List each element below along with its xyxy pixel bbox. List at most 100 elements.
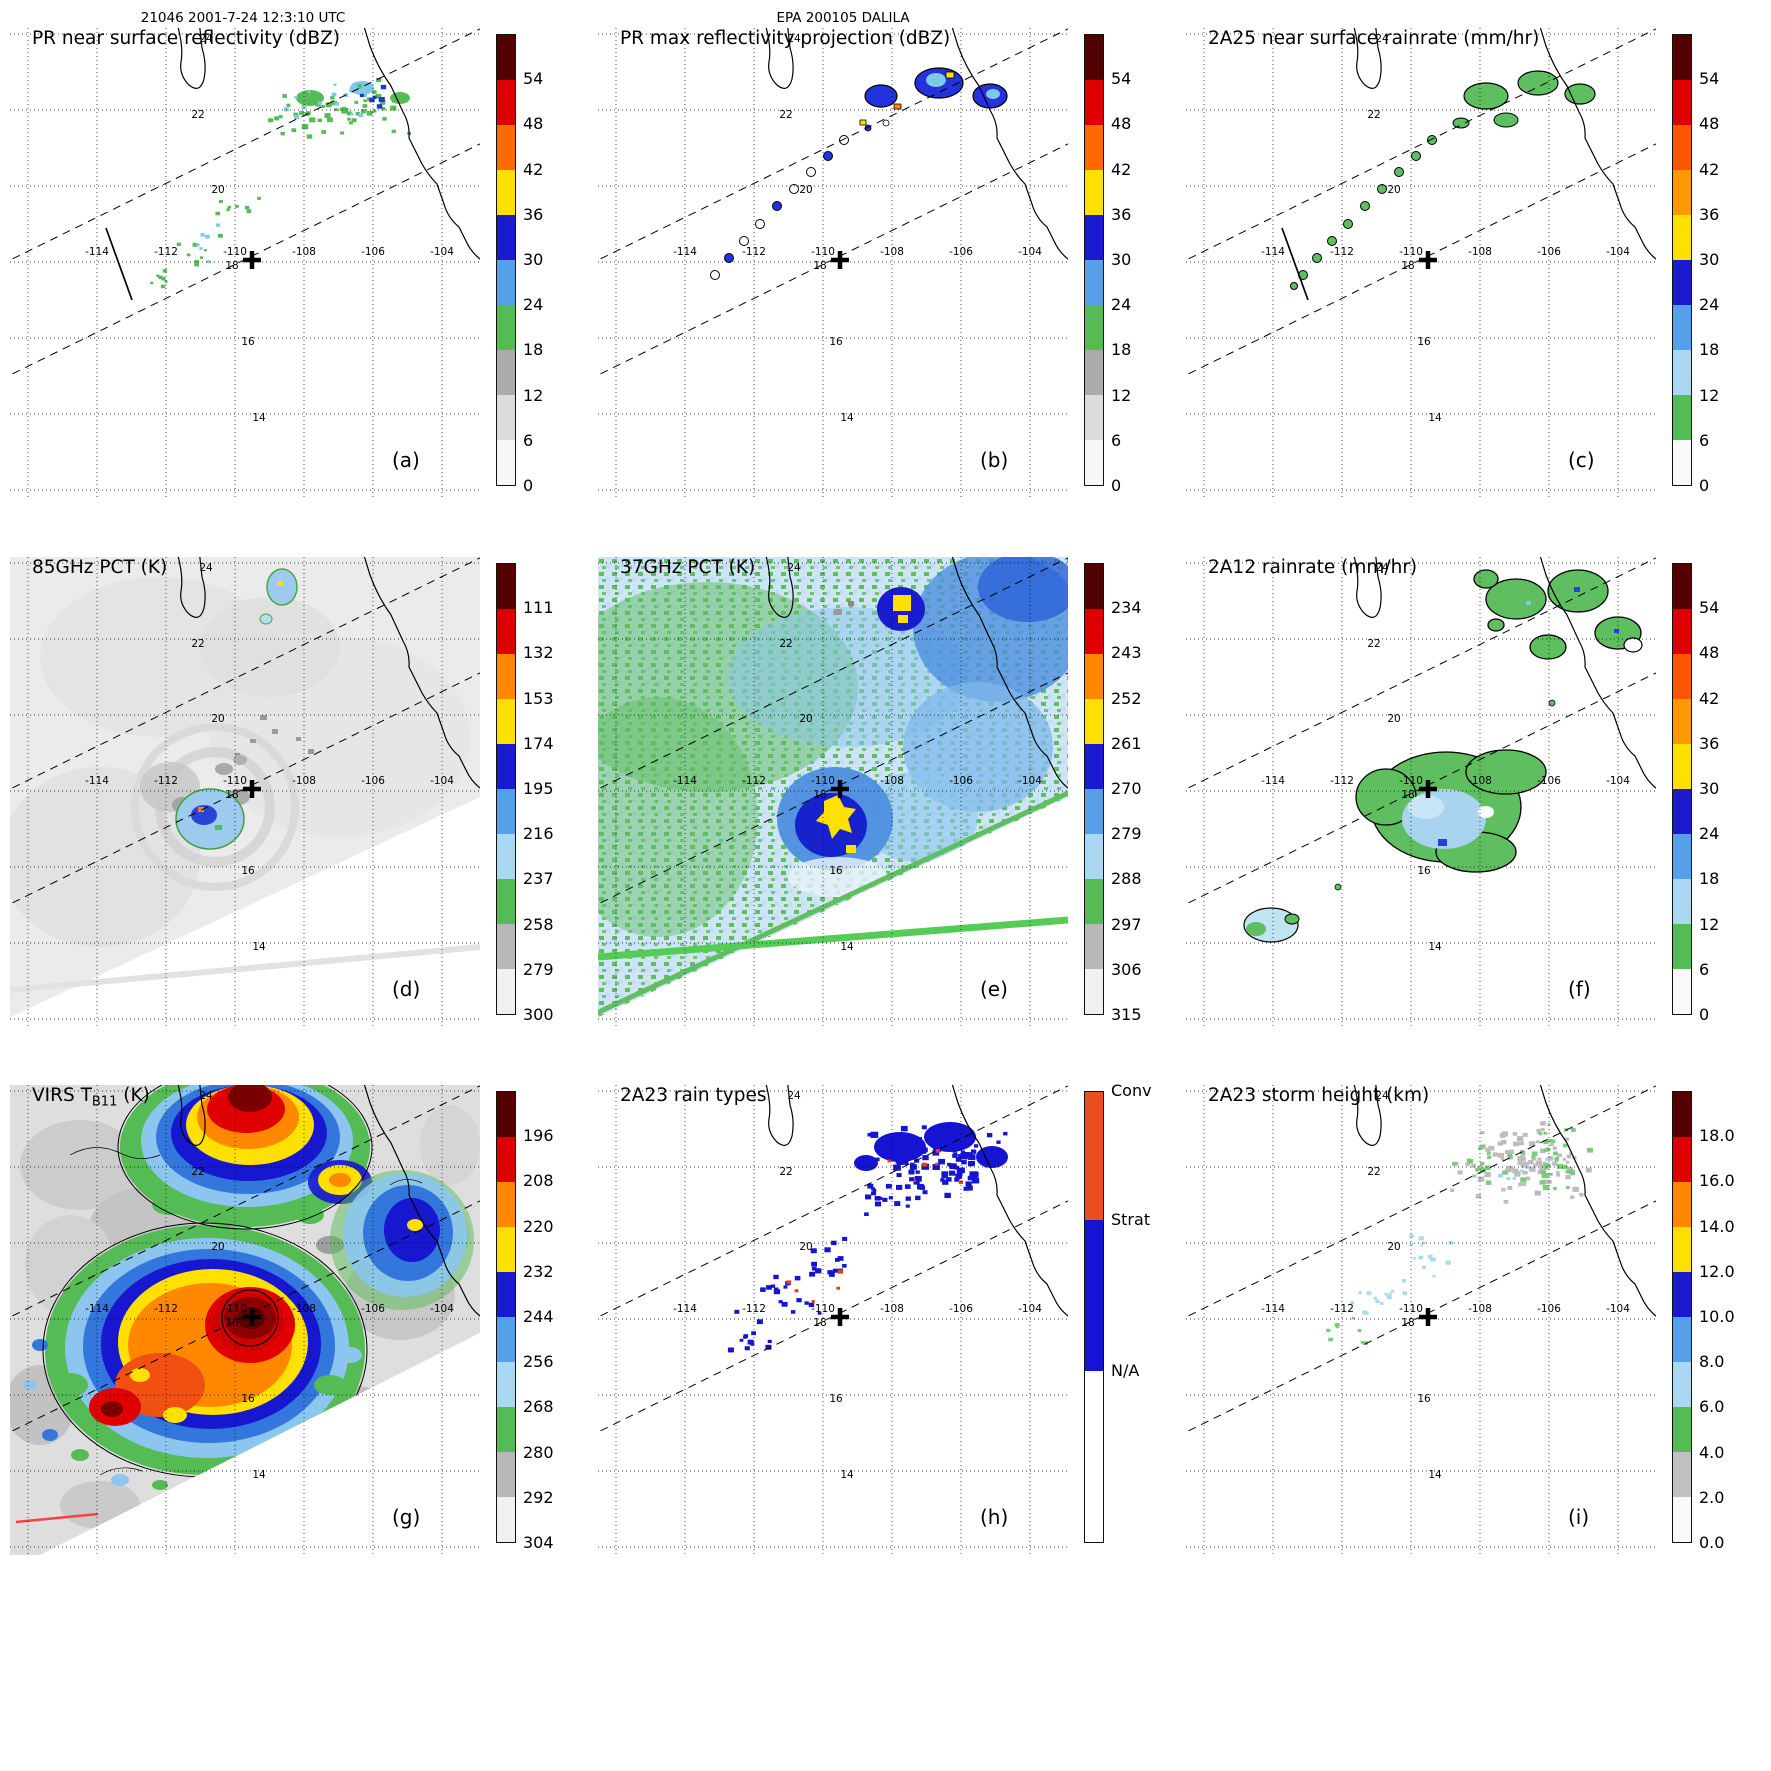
colorbar-tick-label: 24: [1699, 295, 1720, 315]
colorbar-tick-label: Strat: [1111, 1209, 1151, 1229]
colorbar-tick-label: 12: [1699, 385, 1720, 405]
lat-label: 14: [1428, 1469, 1442, 1481]
lon-label: -104: [430, 246, 454, 258]
colorbar-tick-label: 24: [1111, 295, 1132, 315]
lon-label: -106: [949, 246, 973, 258]
colorbar-tick-label: 48: [523, 114, 544, 134]
colorbar-tick-label: 12: [523, 385, 544, 405]
colorbar-tick-label: 232: [523, 1261, 554, 1281]
colorbar-bar: [496, 34, 516, 486]
lon-label: -114: [673, 246, 697, 258]
colorbar-tick-label: 279: [1111, 824, 1142, 844]
panel-g-title: VIRS TB11 (K): [32, 1085, 150, 1110]
lat-label: 18: [813, 260, 826, 272]
colorbar-tick-label: 279: [523, 959, 554, 979]
storm-center-cross: [243, 251, 261, 269]
lat-label: 24: [1375, 33, 1389, 45]
baja-coastline: [1353, 557, 1382, 618]
colorbar-tick-label: 4.0: [1699, 1442, 1725, 1462]
colorbar-tick-label: 12.0: [1699, 1261, 1735, 1281]
lat-label: 14: [1428, 941, 1442, 953]
colorbar-tick-label: 42: [1699, 688, 1720, 708]
map-overlay: -114 -112 -110 -108 -106 -104 24 22 20 18 16 14: [598, 1085, 1068, 1555]
mexico-coastline: [951, 28, 1068, 260]
panel-f-title: 2A12 rainrate (mm/hr): [1208, 557, 1418, 578]
map-overlay: -114 -112 -110 -108 -106 -104 24 22 20 18 16 14: [598, 557, 1068, 1027]
mexico-coastline: [1539, 557, 1656, 789]
baja-coastline: [177, 28, 206, 89]
lat-label: 24: [787, 33, 801, 45]
panel-d-letter: (d): [392, 977, 421, 1001]
lat-label: 18: [813, 1317, 826, 1329]
colorbar-tick-label: 24: [523, 295, 544, 315]
lon-label: -108: [1468, 775, 1492, 787]
panel-d: -114 -112 -110 -108 -106 -104 24 22 20 18 16 14 85G…: [10, 557, 592, 1062]
colorbar-tick-label: 304: [523, 1533, 554, 1552]
panel-h-title: 2A23 rain types: [620, 1085, 767, 1106]
colorbar-tick-label: Conv: [1111, 1081, 1152, 1100]
map-b: -114 -112 -110 -108 -106 -104 24 22 20 18 16 14: [598, 28, 1068, 498]
cross-section-marker: [1281, 227, 1309, 301]
panel-e-title: 37GHz PCT (K): [620, 557, 756, 578]
lat-label: 20: [799, 713, 812, 725]
colorbar-tick-label: 6: [1111, 430, 1122, 450]
panel-f-data: [1243, 569, 1643, 943]
baja-coastline: [177, 1085, 206, 1146]
map-d: -114 -112 -110 -108 -106 -104 24 22 20 18 16 14: [10, 557, 480, 1027]
lon-label: -110: [223, 246, 247, 258]
panel-i-data: [1326, 1121, 1593, 1345]
swath-edge-line: [10, 28, 480, 261]
colorbar-tick-label: 2.0: [1699, 1487, 1725, 1507]
colorbar-tick-label: 6: [1699, 959, 1710, 979]
swath-edge-line: [10, 1085, 480, 1318]
lon-label: -108: [1468, 1303, 1492, 1315]
lon-label: -108: [292, 246, 316, 258]
colorbar-tick-label: 252: [1111, 688, 1142, 708]
lat-label: 16: [829, 1393, 843, 1405]
colorbar-tick-label: 24: [1699, 824, 1720, 844]
panel-a-data: [150, 77, 411, 289]
map-i: -114 -112 -110 -108 -106 -104 24 22 20 18 16 14: [1186, 1085, 1656, 1555]
lon-label: -114: [85, 1303, 109, 1315]
lon-label: -108: [292, 1303, 316, 1315]
lat-label: 18: [225, 789, 238, 801]
colorbar-tick-label: 0.0: [1699, 1533, 1725, 1552]
mexico-coastline: [363, 28, 480, 260]
panel-a-letter: (a): [392, 448, 420, 472]
colorbar-tick-label: 306: [1111, 959, 1142, 979]
lon-label: -104: [430, 1303, 454, 1315]
lat-label: 24: [199, 1090, 213, 1102]
lon-label: -104: [430, 775, 454, 787]
panel-e-data: [598, 557, 1068, 1022]
mexico-coastline: [363, 557, 480, 789]
colorbar-tick-label: 297: [1111, 914, 1142, 934]
lon-label: -112: [154, 1303, 178, 1315]
colorbar-bar: [1084, 34, 1104, 486]
lon-label: -114: [673, 1303, 697, 1315]
lat-label: 22: [1367, 1166, 1380, 1178]
lat-label: 18: [1401, 789, 1414, 801]
panel-d-data: [10, 557, 480, 1022]
storm-name-header: EPA 200105 DALILA: [776, 10, 910, 26]
lon-label: -112: [154, 246, 178, 258]
lat-label: 24: [787, 562, 801, 574]
colorbar-tick-label: 244: [523, 1307, 554, 1326]
mexico-coastline: [1539, 28, 1656, 260]
lon-label: -108: [292, 775, 316, 787]
map-c: -114 -112 -110 -108 -106 -104 24 22 20 18 16 14: [1186, 28, 1656, 498]
colorbar-tick-label: 132: [523, 643, 554, 663]
panel-g-data: [10, 1085, 480, 1555]
swath-edge-line: [598, 557, 1068, 790]
lon-label: -108: [880, 246, 904, 258]
colorbar-tick-label: 42: [1111, 159, 1132, 179]
lat-label: 14: [252, 1469, 266, 1481]
swath-edge-line: [598, 1085, 1068, 1318]
lat-label: 22: [779, 1166, 792, 1178]
colorbar-tick-label: 36: [523, 204, 544, 224]
lon-label: -110: [811, 1303, 835, 1315]
colorbar-tick-label: 195: [523, 779, 554, 798]
lon-label: -106: [1537, 1303, 1561, 1315]
lon-label: -112: [742, 246, 766, 258]
lat-label: 22: [191, 1166, 204, 1178]
swath-edge-line: [598, 28, 1068, 261]
